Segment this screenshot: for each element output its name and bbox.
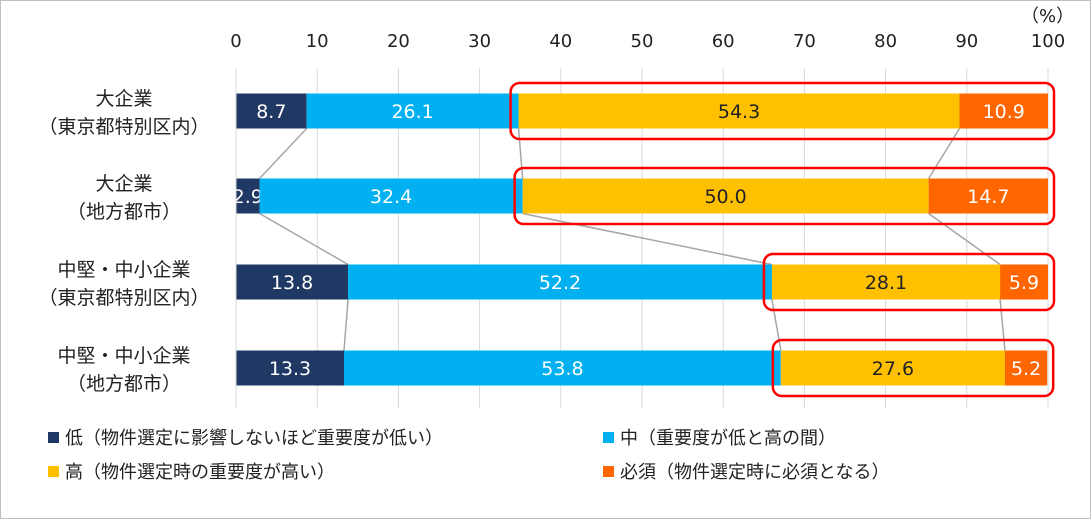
bar-segment: [259, 178, 523, 214]
category-label: 大企業 （東京都特別区内）: [38, 88, 209, 138]
x-tick-label: 20: [387, 31, 410, 52]
bar-segment: [236, 93, 307, 129]
bar-segment: [343, 350, 781, 386]
series-connector-line: [927, 128, 961, 179]
legend-item: 高（物件選定時の重要度が高い）: [48, 458, 335, 484]
legend: 低（物件選定に影響しないほど重要度が低い） 中（重要度が低と高の間） 高（物件選定時…: [48, 424, 1048, 494]
bar-segment: [771, 264, 1001, 300]
series-connector-line: [928, 212, 1001, 266]
legend-swatch: [603, 465, 614, 477]
series-connector-line: [259, 127, 308, 180]
data-label: 5.9: [1009, 272, 1039, 294]
bar-segment: [518, 93, 960, 129]
legend-label: 中（重要度が低と高の間）: [620, 428, 836, 449]
bar-segment: [236, 178, 260, 214]
x-tick-label: 30: [468, 31, 491, 52]
x-tick-label: 0: [230, 31, 241, 52]
data-label: 26.1: [391, 101, 433, 123]
bar-segment: [780, 350, 1005, 386]
series-connector-line: [999, 299, 1006, 351]
series-connector-line: [259, 212, 349, 266]
legend-label: 必須（物件選定時に必須となる）: [620, 462, 890, 483]
category-label-line: （東京都特別区内）: [38, 287, 209, 309]
data-label: 13.3: [269, 358, 311, 380]
highlight-box: [771, 338, 1055, 398]
legend-swatch: [48, 431, 59, 443]
data-label: 54.3: [718, 101, 760, 123]
unit-label: （%）: [1021, 6, 1075, 27]
series-connector-line: [771, 299, 782, 351]
data-label: 27.6: [872, 358, 914, 380]
x-tick-label: 90: [955, 31, 978, 52]
legend-item: 低（物件選定に影響しないほど重要度が低い）: [48, 424, 443, 450]
bar-segment: [348, 264, 772, 300]
legend-item: 中（重要度が低と高の間）: [603, 424, 836, 450]
category-label-line: 大企業: [95, 173, 152, 195]
category-label: 中堅・中小企業 （地方都市）: [57, 345, 190, 395]
x-tick-label: 70: [793, 31, 816, 52]
data-label: 5.2: [1011, 358, 1041, 380]
x-tick-label: 80: [874, 31, 897, 52]
legend-swatch: [48, 465, 59, 477]
bar-segment: [1000, 264, 1048, 300]
highlight-box: [762, 252, 1056, 312]
x-tick-label: 40: [549, 31, 572, 52]
bar-segment: [306, 93, 519, 129]
data-label: 28.1: [865, 272, 907, 294]
category-label-line: （地方都市）: [67, 201, 181, 223]
series-connector-line: [517, 128, 524, 179]
bar-segment: [959, 93, 1048, 129]
series-connector-line: [343, 299, 349, 351]
bar-segment: [522, 178, 929, 214]
category-label-line: （東京都特別区内）: [38, 116, 209, 138]
series-connector-line: [522, 212, 773, 266]
category-label-line: 大企業: [95, 88, 152, 110]
x-tick-label: 50: [631, 31, 654, 52]
bar-segment: [1004, 350, 1048, 386]
bar-segment: [928, 178, 1048, 214]
legend-label: 低（物件選定に影響しないほど重要度が低い）: [65, 428, 443, 449]
category-label: 中堅・中小企業 （東京都特別区内）: [38, 259, 209, 309]
data-label: 10.9: [983, 101, 1025, 123]
data-label: 14.7: [967, 186, 1009, 208]
data-label: 53.8: [541, 358, 583, 380]
data-label: 13.8: [271, 272, 313, 294]
x-tick-label: 10: [306, 31, 329, 52]
data-label: 2.9: [233, 186, 263, 208]
bar-segment: [236, 264, 349, 300]
legend-label: 高（物件選定時の重要度が高い）: [65, 462, 335, 483]
category-label-line: （地方都市）: [67, 373, 181, 395]
x-tick-label: 100: [1031, 31, 1065, 52]
category-label: 大企業 （地方都市）: [67, 173, 181, 223]
data-label: 32.4: [370, 186, 412, 208]
highlight-box: [513, 166, 1056, 226]
bar-segment: [236, 350, 344, 386]
category-label-line: 中堅・中小企業: [57, 259, 190, 281]
legend-swatch: [603, 431, 614, 443]
data-label: 50.0: [704, 186, 746, 208]
x-tick-label: 60: [712, 31, 735, 52]
highlight-box: [509, 81, 1056, 141]
legend-item: 必須（物件選定時に必須となる）: [603, 458, 889, 484]
category-label-line: 中堅・中小企業: [57, 345, 190, 367]
data-label: 52.2: [539, 272, 581, 294]
data-label: 8.7: [256, 101, 286, 123]
